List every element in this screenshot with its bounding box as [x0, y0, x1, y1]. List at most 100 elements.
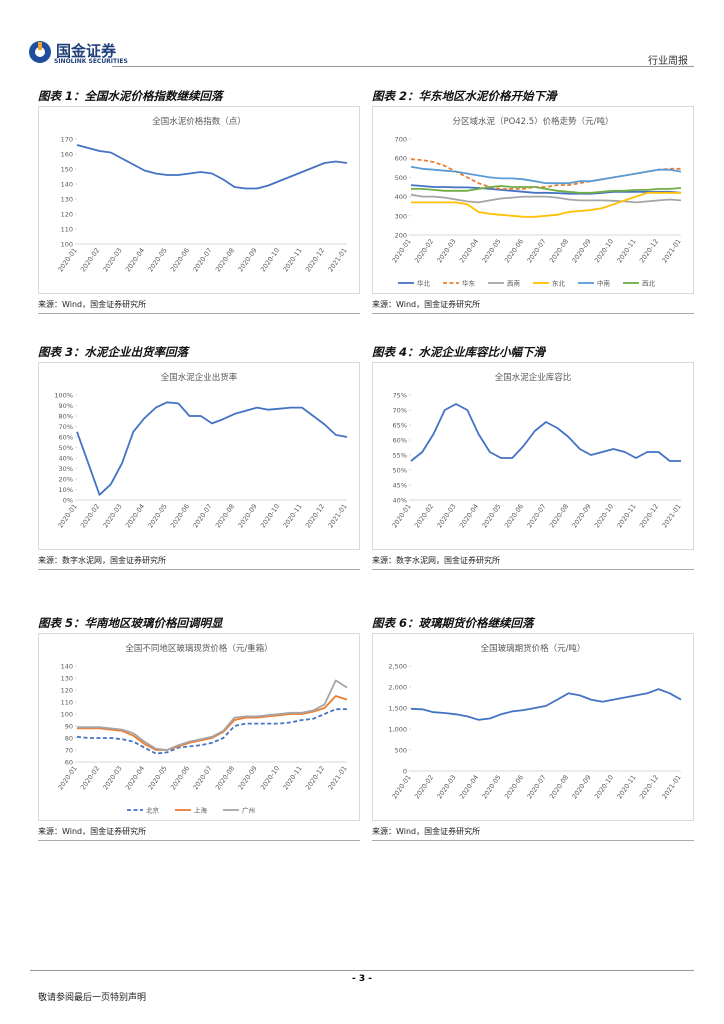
disclaimer: 敬请参阅最后一页特别声明 — [38, 993, 147, 1003]
x-tick-label: 2020-11 — [281, 765, 303, 792]
figure-title: 图表 6：玻璃期货价格继续回落 — [372, 615, 694, 634]
x-tick-label: 2020-05 — [146, 247, 168, 274]
x-tick-label: 2020-04 — [124, 503, 146, 530]
legend-label: 北京 — [146, 806, 160, 815]
x-tick-label: 2020-02 — [413, 503, 435, 530]
chart: 全国水泥价格指数（点） 100 110 120 130 140 150 160 170 2020-… — [56, 116, 348, 274]
legend-label: 上海 — [194, 806, 208, 815]
x-tick-label: 2020-01 — [390, 503, 412, 530]
x-tick-label: 2020-05 — [480, 503, 502, 530]
y-tick-label: 100 — [61, 711, 73, 719]
x-tick-label: 2020-12 — [638, 503, 660, 530]
y-tick-label: 80 — [65, 735, 73, 743]
y-tick-label: 40% — [393, 497, 407, 505]
legend-label: 华东 — [462, 279, 476, 288]
x-tick-label: 2020-03 — [435, 238, 457, 265]
y-tick-label: 55% — [393, 452, 407, 460]
x-tick-label: 2020-12 — [304, 503, 326, 530]
x-tick-label: 2020-09 — [236, 503, 258, 530]
legend-label: 华北 — [417, 279, 431, 288]
x-tick-label: 2021-01 — [660, 774, 682, 801]
x-tick-label: 2020-03 — [435, 503, 457, 530]
footer-rule — [30, 970, 694, 971]
y-tick-label: 1,500 — [388, 705, 407, 713]
source-note: 来源：Wind，国金证券研究所 — [38, 299, 360, 314]
x-tick-label: 2020-07 — [191, 765, 213, 792]
y-tick-label: 110 — [61, 699, 73, 707]
x-tick-label: 2020-11 — [615, 503, 637, 530]
chart: 分区域水泥（PO42.5）价格走势（元/吨） 200 300 400 500 600 700… — [390, 116, 682, 288]
data-line — [410, 403, 681, 462]
source-note: 来源：Wind，国金证券研究所 — [38, 826, 360, 841]
x-tick-label: 2020-07 — [525, 774, 547, 801]
chart: 全国水泥企业库容比 40% 45% 50% 55% 60% 65% 70% 75% 2020-01… — [390, 372, 682, 530]
y-tick-label: 40% — [59, 455, 73, 463]
x-tick-label: 2020-06 — [169, 247, 191, 274]
x-tick-label: 2020-10 — [593, 238, 615, 265]
y-tick-label: 200 — [395, 232, 407, 240]
y-tick-label: 140 — [61, 181, 73, 189]
x-tick-label: 2020-01 — [56, 247, 78, 274]
legend-label: 西南 — [507, 279, 521, 288]
x-tick-label: 2020-09 — [570, 503, 592, 530]
x-tick-label: 2020-09 — [236, 247, 258, 274]
y-tick-label: 50% — [393, 467, 407, 475]
x-tick-label: 2020-04 — [124, 247, 146, 274]
figure-title: 图表 4：水泥企业库容比小幅下滑 — [372, 344, 694, 363]
chart-box: 全国水泥企业库容比 40% 45% 50% 55% 60% 65% 70% 75% 2020-01… — [372, 362, 694, 550]
x-tick-label: 2020-12 — [638, 238, 660, 265]
y-tick-label: 130 — [61, 196, 73, 204]
y-tick-label: 120 — [61, 687, 73, 695]
x-tick-label: 2021-01 — [326, 503, 348, 530]
chart-box: 分区域水泥（PO42.5）价格走势（元/吨） 200 300 400 500 600 700… — [372, 106, 694, 294]
chart-box: 全国不同地区玻璃现货价格（元/重箱） 60 70 80 90 100 110 120 130 14… — [38, 633, 360, 821]
y-tick-label: 0% — [63, 497, 73, 505]
x-tick-label: 2020-12 — [304, 247, 326, 274]
x-tick-label: 2021-01 — [660, 238, 682, 265]
figure-title: 图表 2：华东地区水泥价格开始下滑 — [372, 88, 694, 107]
x-tick-label: 2020-11 — [281, 503, 303, 530]
data-line — [76, 708, 347, 755]
x-tick-label: 2020-08 — [548, 238, 570, 265]
x-tick-label: 2020-06 — [169, 503, 191, 530]
x-tick-label: 2020-10 — [593, 503, 615, 530]
x-tick-label: 2021-01 — [326, 247, 348, 274]
legend-label: 西北 — [642, 280, 656, 288]
y-tick-label: 600 — [395, 155, 407, 163]
x-tick-label: 2020-01 — [390, 238, 412, 265]
x-tick-label: 2020-05 — [146, 765, 168, 792]
data-line — [76, 401, 348, 496]
y-tick-label: 1,000 — [388, 726, 407, 734]
x-tick-label: 2020-08 — [548, 774, 570, 801]
source-note: 来源：Wind，国金证券研究所 — [372, 826, 694, 841]
y-tick-label: 60% — [59, 434, 73, 442]
x-tick-label: 2020-09 — [236, 765, 258, 792]
y-tick-label: 2,000 — [388, 684, 407, 692]
chart-box: 全国水泥企业出货率 0% 10% 20% 30% 40% 50% 60% 70% 80% 90% 10… — [38, 362, 360, 550]
y-tick-label: 170 — [61, 136, 73, 144]
source-note: 来源：数字水泥网，国金证券研究所 — [372, 555, 694, 570]
x-tick-label: 2020-03 — [101, 503, 123, 530]
chart-title: 全国水泥价格指数（点） — [152, 116, 246, 127]
x-tick-label: 2020-03 — [101, 247, 123, 274]
source-note: 来源：Wind，国金证券研究所 — [372, 299, 694, 314]
x-tick-label: 2020-10 — [259, 765, 281, 792]
chart-title: 全国玻璃期货价格（元/吨） — [481, 643, 586, 654]
y-tick-label: 130 — [61, 675, 73, 683]
y-tick-label: 0 — [403, 768, 407, 776]
y-tick-label: 45% — [393, 482, 407, 490]
y-tick-label: 120 — [61, 211, 73, 219]
legend-label: 广州 — [242, 806, 255, 815]
y-tick-label: 500 — [395, 174, 407, 182]
logo-en: SINOLINK SECURITIES — [54, 58, 128, 65]
x-tick-label: 2020-05 — [146, 503, 168, 530]
y-tick-label: 60% — [393, 437, 407, 445]
data-line — [410, 688, 682, 721]
chart-title: 全国水泥企业库容比 — [495, 372, 572, 383]
x-tick-label: 2020-01 — [56, 503, 78, 530]
y-tick-label: 300 — [395, 212, 407, 220]
data-line — [77, 695, 348, 751]
x-tick-label: 2020-01 — [56, 765, 78, 792]
x-tick-label: 2020-04 — [458, 238, 480, 265]
